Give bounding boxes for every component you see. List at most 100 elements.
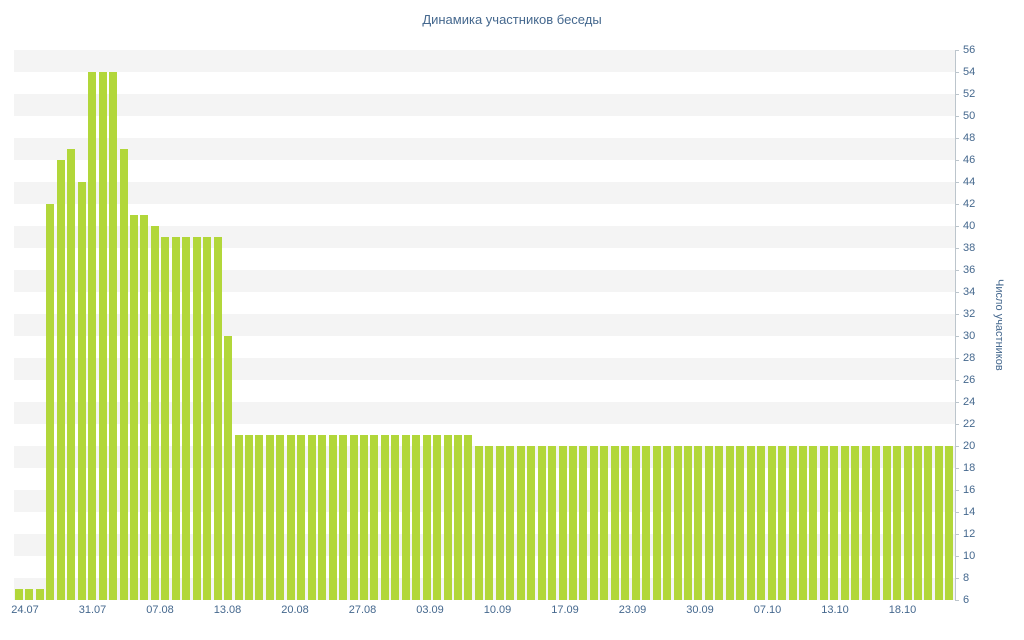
bar[interactable] [464, 435, 473, 600]
bar[interactable] [46, 204, 55, 600]
bar[interactable] [945, 446, 954, 600]
bar[interactable] [129, 215, 138, 600]
bar[interactable] [809, 446, 818, 600]
bar[interactable] [684, 446, 692, 600]
bar[interactable] [25, 589, 34, 600]
bar[interactable] [725, 446, 734, 600]
bar[interactable] [527, 446, 536, 600]
bar[interactable] [851, 446, 860, 600]
bar[interactable] [600, 446, 609, 600]
bar[interactable] [715, 446, 724, 600]
bar[interactable] [171, 237, 180, 600]
bar[interactable] [454, 435, 463, 600]
bar[interactable] [798, 446, 807, 600]
bar[interactable] [380, 435, 389, 600]
bar[interactable] [830, 446, 839, 600]
bar[interactable] [161, 237, 170, 600]
bar[interactable] [88, 72, 97, 600]
bar[interactable] [495, 446, 504, 600]
bar[interactable] [391, 435, 400, 600]
bar[interactable] [485, 446, 494, 600]
bar[interactable] [339, 435, 348, 600]
bar[interactable] [67, 149, 76, 600]
bar[interactable] [652, 446, 661, 600]
bar[interactable] [840, 446, 849, 600]
bar[interactable] [819, 446, 828, 600]
bar[interactable] [934, 446, 943, 600]
bar[interactable] [98, 72, 107, 600]
bar[interactable] [506, 446, 515, 600]
bar[interactable] [328, 435, 337, 600]
bar[interactable] [913, 446, 922, 600]
bar[interactable] [359, 435, 368, 600]
x-tick-label: 18.10 [888, 604, 917, 616]
bar[interactable] [276, 435, 285, 600]
bar[interactable] [757, 446, 766, 600]
bar[interactable] [433, 435, 442, 600]
bar[interactable] [673, 446, 682, 600]
bar[interactable] [610, 446, 619, 600]
bar[interactable] [621, 446, 630, 600]
bar[interactable] [537, 446, 546, 600]
bar[interactable] [213, 237, 222, 600]
bar[interactable] [77, 182, 86, 600]
bar[interactable] [589, 446, 598, 600]
bar[interactable] [349, 435, 358, 600]
bar[interactable] [882, 446, 891, 600]
bar[interactable] [297, 435, 306, 600]
bar[interactable] [548, 446, 557, 600]
bar[interactable] [924, 446, 933, 600]
bar[interactable] [631, 446, 640, 600]
bar[interactable] [746, 446, 755, 600]
bar[interactable] [872, 446, 881, 600]
bar[interactable] [642, 446, 651, 600]
y-tick-label: 6 [963, 594, 970, 606]
bar[interactable] [234, 435, 243, 600]
bar[interactable] [767, 446, 776, 600]
bar[interactable] [35, 589, 44, 600]
plot-area [14, 50, 955, 600]
bar[interactable] [422, 435, 431, 600]
y-tick-label: 12 [963, 528, 976, 540]
bar[interactable] [140, 215, 149, 600]
bar[interactable] [265, 435, 274, 600]
y-tick-label: 20 [963, 440, 976, 452]
bar[interactable] [255, 435, 264, 600]
bar[interactable] [150, 226, 159, 600]
bar[interactable] [318, 435, 327, 600]
bar[interactable] [663, 446, 672, 600]
x-tick-label: 07.08 [146, 604, 174, 616]
bar[interactable] [903, 446, 912, 600]
bar[interactable] [516, 446, 525, 600]
bar[interactable] [401, 435, 410, 600]
bar[interactable] [579, 446, 588, 600]
bar[interactable] [192, 237, 201, 600]
y-tick-mark [955, 534, 959, 535]
y-tick-label: 56 [963, 44, 976, 56]
bar[interactable] [203, 237, 212, 600]
bar[interactable] [443, 435, 452, 600]
bar[interactable] [182, 237, 191, 600]
bar[interactable] [694, 446, 703, 600]
bar[interactable] [736, 446, 745, 600]
y-tick-label: 28 [963, 352, 976, 364]
bar[interactable] [788, 446, 797, 600]
bar[interactable] [412, 435, 421, 600]
bar[interactable] [15, 589, 23, 600]
bar[interactable] [224, 336, 233, 600]
bar[interactable] [861, 446, 870, 600]
bar[interactable] [244, 435, 253, 600]
bar[interactable] [893, 446, 902, 600]
bar[interactable] [56, 160, 65, 600]
y-tick-mark [955, 270, 959, 271]
bar[interactable] [370, 435, 379, 600]
bar[interactable] [474, 446, 483, 600]
bar[interactable] [109, 72, 118, 600]
bar[interactable] [558, 446, 567, 600]
bar[interactable] [778, 446, 787, 600]
bar[interactable] [704, 446, 713, 600]
bar[interactable] [569, 446, 578, 600]
bar[interactable] [119, 149, 128, 600]
bar[interactable] [286, 435, 295, 600]
bar[interactable] [307, 435, 316, 600]
